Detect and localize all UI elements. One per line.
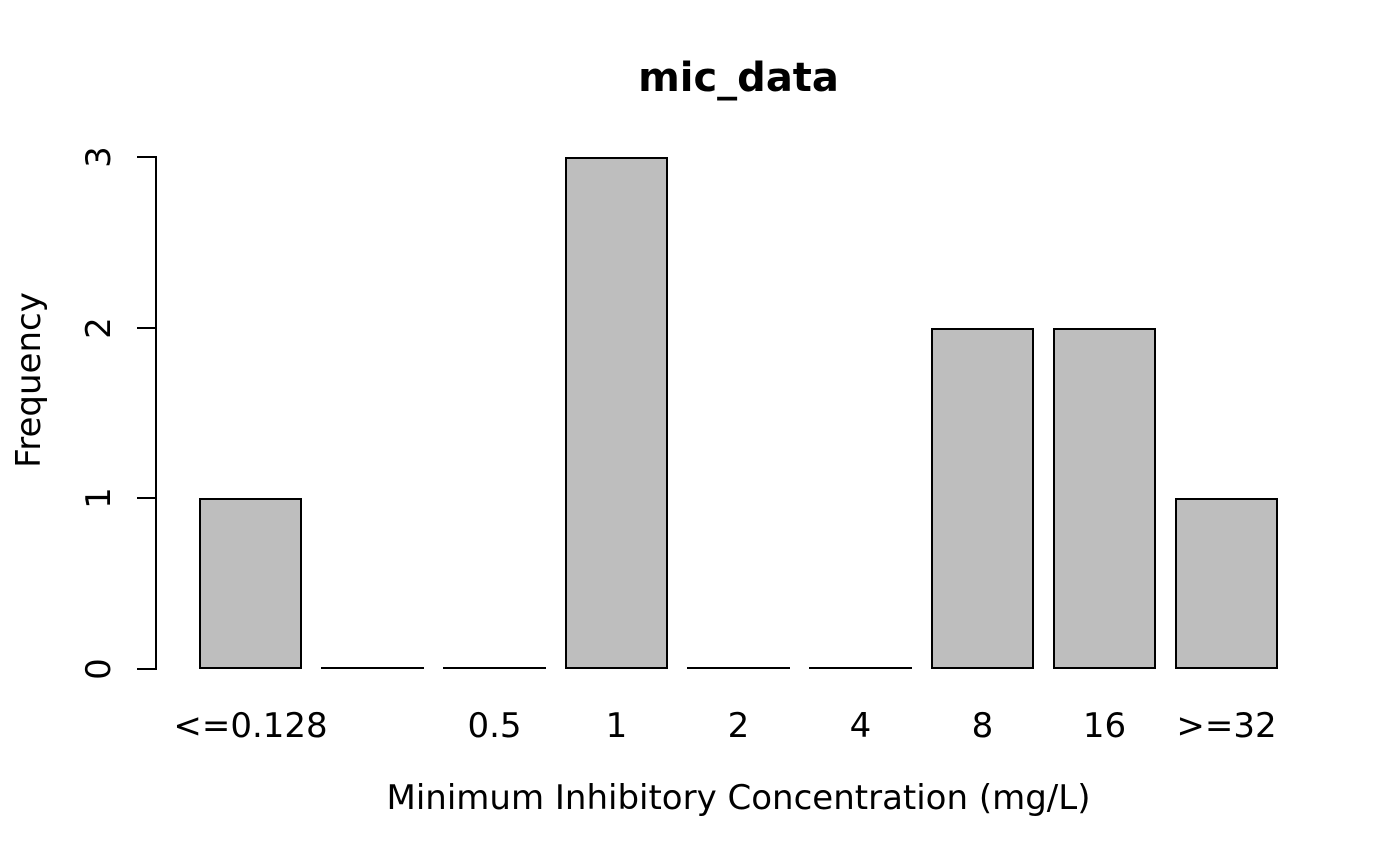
x-category-label: 8 [971,706,994,746]
y-axis-tick [137,326,156,329]
y-tick-label: 3 [79,146,119,168]
y-tick-label: 0 [79,658,119,680]
y-axis-line [155,156,157,670]
bar [1053,327,1156,669]
chart-title: mic_data [638,55,839,101]
y-axis-tick [137,497,156,500]
zero-height-bar [809,667,912,669]
y-axis-title: Frequency [9,292,49,468]
y-axis-tick [137,668,156,670]
x-category-label: 2 [727,706,750,746]
bar [931,327,1034,669]
x-category-label: <=0.128 [173,706,328,746]
zero-height-bar [321,667,424,669]
x-category-label: 4 [849,706,872,746]
x-category-label: 0.5 [467,706,522,746]
x-category-label: 16 [1082,706,1127,746]
x-category-label: >=32 [1176,706,1277,746]
zero-height-bar [443,667,546,669]
bar [565,157,668,669]
y-tick-label: 1 [79,487,119,510]
y-tick-label: 2 [79,316,119,339]
x-axis-title: Minimum Inhibitory Concentration (mg/L) [386,778,1091,818]
zero-height-bar [687,667,790,669]
x-category-label: 1 [605,706,628,746]
bar [1175,498,1278,669]
bar [199,498,302,669]
y-axis-tick [137,156,156,158]
